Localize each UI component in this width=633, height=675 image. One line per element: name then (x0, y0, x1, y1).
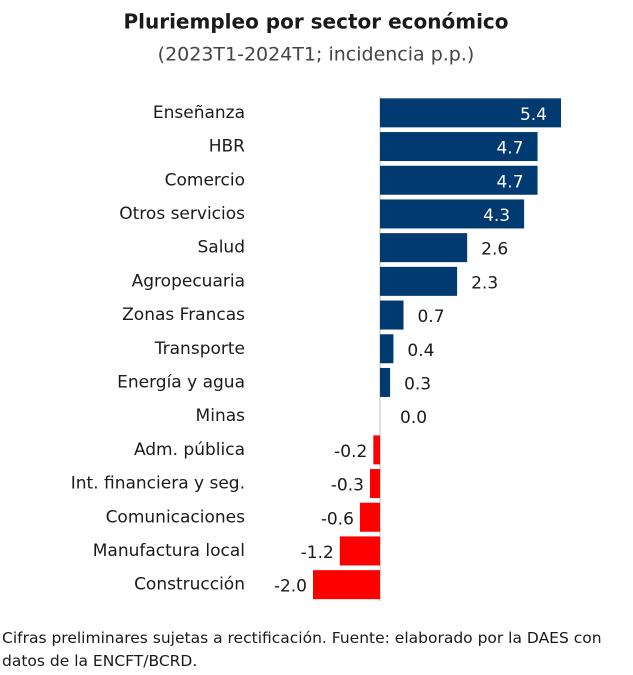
chart: Pluriempleo por sector económico (2023T1… (71, 10, 561, 602)
category-label: Comercio (165, 170, 245, 190)
bar (380, 300, 404, 330)
category-label: Otros servicios (119, 204, 245, 224)
value-label: 2.3 (471, 273, 498, 293)
value-label: 0.0 (400, 408, 427, 428)
category-label: Agropecuaria (132, 271, 245, 291)
bar (380, 132, 538, 162)
bar (369, 469, 381, 499)
value-label: 0.3 (404, 374, 431, 394)
value-label: 4.7 (496, 139, 523, 159)
category-label: Transporte (154, 339, 245, 359)
bar (380, 165, 538, 195)
category-label: Enseñanza (153, 103, 245, 123)
value-label: -0.6 (321, 509, 354, 529)
value-label: -0.2 (334, 442, 367, 462)
value-label: 0.4 (407, 341, 434, 361)
category-label: Minas (196, 406, 246, 426)
category-label: Salud (198, 238, 246, 258)
chart-subtitle: (2023T1-2024T1; incidencia p.p.) (158, 44, 475, 66)
value-label: 4.7 (496, 172, 523, 192)
bar (373, 435, 381, 465)
bar (380, 266, 458, 296)
bar (380, 233, 468, 263)
category-label: Comunicaciones (106, 507, 246, 527)
category-label: Adm. pública (134, 440, 245, 460)
category-label: HBR (209, 137, 245, 157)
bar (380, 199, 525, 229)
category-label: Int. financiera y seg. (71, 474, 245, 494)
bar (339, 536, 381, 566)
category-label: Zonas Francas (122, 305, 245, 325)
value-label: -2.0 (274, 577, 307, 597)
value-label: -0.3 (331, 476, 364, 496)
value-label: 5.4 (520, 105, 547, 125)
category-label: Construcción (134, 575, 245, 595)
value-label: 2.6 (481, 240, 508, 260)
value-label: 4.3 (483, 206, 510, 226)
bar (380, 98, 561, 128)
value-label: -1.2 (301, 543, 334, 563)
category-label: Energía y agua (117, 372, 245, 392)
chart-title: Pluriempleo por sector económico (123, 10, 508, 34)
category-label: Manufactura local (93, 541, 245, 561)
bar (380, 334, 394, 364)
bar (313, 570, 381, 600)
value-label: 0.7 (417, 307, 444, 327)
footnote: Cifras preliminares sujetas a rectificac… (2, 629, 602, 670)
bar (380, 367, 391, 397)
bar (359, 502, 381, 532)
